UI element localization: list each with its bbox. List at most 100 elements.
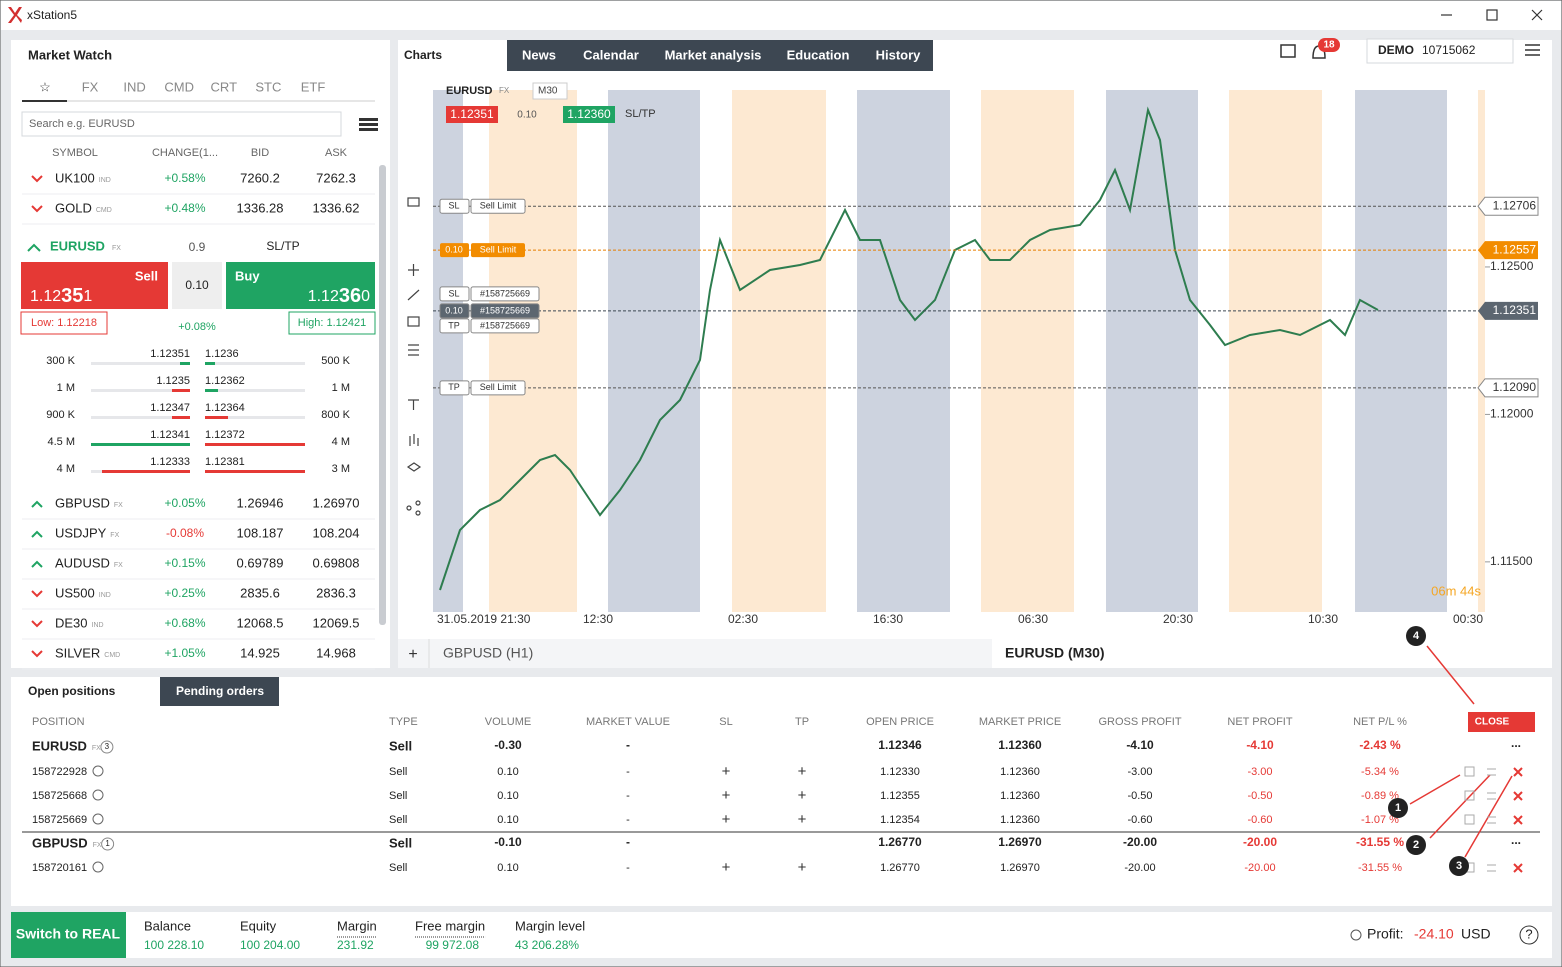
order-name: Sell Limit bbox=[480, 201, 517, 211]
close-button[interactable] bbox=[1468, 712, 1535, 732]
copy-icon[interactable] bbox=[1464, 790, 1475, 801]
chart-buy[interactable] bbox=[563, 106, 615, 123]
market-watch-panel bbox=[11, 40, 390, 668]
add-sl-tp[interactable]: + bbox=[722, 811, 731, 828]
close-icon[interactable] bbox=[1513, 863, 1523, 873]
reverse-icon[interactable] bbox=[1487, 816, 1496, 824]
cell: 1.26770 bbox=[878, 835, 922, 849]
x-tick-label: 00:30 bbox=[1453, 612, 1483, 626]
maximize[interactable] bbox=[1486, 9, 1498, 21]
tool[interactable] bbox=[408, 344, 419, 356]
add-chart[interactable]: + bbox=[408, 646, 417, 663]
close-window[interactable] bbox=[1531, 9, 1543, 21]
chart-tab[interactable]: EURUSD (M30) bbox=[1005, 645, 1105, 661]
market-tab[interactable]: ETF bbox=[301, 79, 326, 94]
market-tab[interactable]: CRT bbox=[211, 79, 238, 94]
cell: Sell bbox=[389, 862, 407, 874]
price-part: 1.12 bbox=[30, 288, 61, 305]
band bbox=[1229, 90, 1322, 612]
tool[interactable] bbox=[408, 399, 419, 410]
positions-tab[interactable]: Open positions bbox=[28, 684, 116, 698]
symbol: AUDUSD bbox=[55, 555, 110, 570]
nav-tab[interactable]: History bbox=[876, 47, 922, 62]
position-id: 158720161 bbox=[32, 862, 87, 874]
account-select[interactable] bbox=[1366, 38, 1514, 64]
nav-tab[interactable]: News bbox=[522, 47, 556, 62]
nav-tab[interactable]: Calendar bbox=[583, 47, 639, 62]
tool[interactable] bbox=[407, 289, 420, 301]
tool[interactable] bbox=[415, 510, 421, 516]
copy-icon[interactable] bbox=[1464, 814, 1475, 825]
buy-label: Buy bbox=[235, 268, 260, 283]
tool[interactable] bbox=[407, 316, 420, 327]
order-name: Sell Limit bbox=[480, 245, 517, 255]
search-box[interactable] bbox=[21, 111, 342, 137]
more-actions[interactable]: ... bbox=[1511, 736, 1521, 750]
tool[interactable] bbox=[406, 462, 422, 472]
active-chart-tab[interactable] bbox=[992, 639, 1552, 668]
cell: - bbox=[626, 862, 630, 874]
layout-icon[interactable] bbox=[1280, 44, 1296, 58]
sell-button[interactable] bbox=[21, 262, 168, 309]
help-button[interactable] bbox=[1519, 925, 1539, 945]
sell-label: Sell bbox=[135, 268, 158, 283]
add-sl-tp[interactable]: + bbox=[798, 763, 807, 780]
tool[interactable] bbox=[408, 264, 419, 276]
market-tab[interactable]: CMD bbox=[164, 79, 194, 94]
favorites-tab[interactable]: ☆ bbox=[39, 79, 51, 94]
market-tab[interactable]: FX bbox=[82, 79, 99, 94]
sltp[interactable]: SL/TP bbox=[266, 239, 299, 253]
positions-tab[interactable]: Pending orders bbox=[176, 684, 264, 698]
cell: -0.30 bbox=[494, 738, 522, 752]
session-bands bbox=[433, 90, 1485, 612]
nav-tab[interactable]: Charts bbox=[404, 48, 442, 62]
nav-tab[interactable]: Education bbox=[787, 47, 850, 62]
price-tag-label: 1.12706 bbox=[1493, 198, 1537, 212]
tool[interactable] bbox=[409, 434, 419, 446]
column-header: NET P/L % bbox=[1353, 716, 1407, 728]
add-sl-tp[interactable]: + bbox=[798, 811, 807, 828]
tool[interactable] bbox=[406, 505, 412, 511]
cell: -20.00 bbox=[1243, 835, 1277, 849]
add-sl-tp[interactable]: + bbox=[798, 787, 807, 804]
add-sl-tp[interactable]: + bbox=[798, 859, 807, 876]
depth-bar bbox=[205, 443, 305, 446]
menu-icon[interactable] bbox=[1525, 44, 1540, 56]
list-toggle[interactable] bbox=[359, 118, 378, 131]
scrollbar[interactable] bbox=[379, 165, 386, 625]
chart-tab[interactable]: GBPUSD (H1) bbox=[443, 645, 533, 661]
add-sl-tp[interactable]: + bbox=[722, 787, 731, 804]
switch-real-button[interactable] bbox=[11, 912, 126, 958]
tool[interactable] bbox=[407, 197, 420, 207]
reverse-icon[interactable] bbox=[1487, 768, 1496, 776]
chart-sell[interactable] bbox=[446, 106, 498, 123]
band bbox=[981, 90, 1074, 612]
tool[interactable] bbox=[415, 500, 421, 506]
add-sl-tp[interactable]: + bbox=[722, 763, 731, 780]
volume-box[interactable] bbox=[172, 262, 222, 309]
market-tab[interactable]: IND bbox=[123, 79, 145, 94]
interval-box[interactable] bbox=[532, 82, 568, 100]
nav-tab[interactable]: Market analysis bbox=[665, 47, 762, 62]
cell: 1.26970 bbox=[1000, 862, 1040, 874]
close-icon[interactable] bbox=[1513, 815, 1523, 825]
order-tag bbox=[470, 380, 526, 396]
help[interactable]: ? bbox=[1525, 926, 1532, 941]
price-tag bbox=[1477, 196, 1539, 216]
switch-label[interactable]: Switch to REAL bbox=[16, 926, 121, 942]
band bbox=[433, 90, 463, 612]
pending-tab[interactable] bbox=[160, 677, 279, 706]
close-icon[interactable] bbox=[1513, 767, 1523, 777]
reverse-icon[interactable] bbox=[1487, 792, 1496, 800]
volume: 0.10 bbox=[185, 278, 209, 292]
reverse-icon[interactable] bbox=[1487, 864, 1496, 872]
close-label[interactable]: CLOSE bbox=[1475, 717, 1510, 728]
add-sl-tp[interactable]: + bbox=[722, 859, 731, 876]
buy-button[interactable] bbox=[226, 262, 375, 309]
close-icon[interactable] bbox=[1513, 791, 1523, 801]
more-actions[interactable]: ... bbox=[1511, 833, 1521, 847]
chart-sltp[interactable]: SL/TP bbox=[625, 108, 656, 120]
copy-icon[interactable] bbox=[1464, 766, 1475, 777]
market-tab[interactable]: STC bbox=[255, 79, 281, 94]
